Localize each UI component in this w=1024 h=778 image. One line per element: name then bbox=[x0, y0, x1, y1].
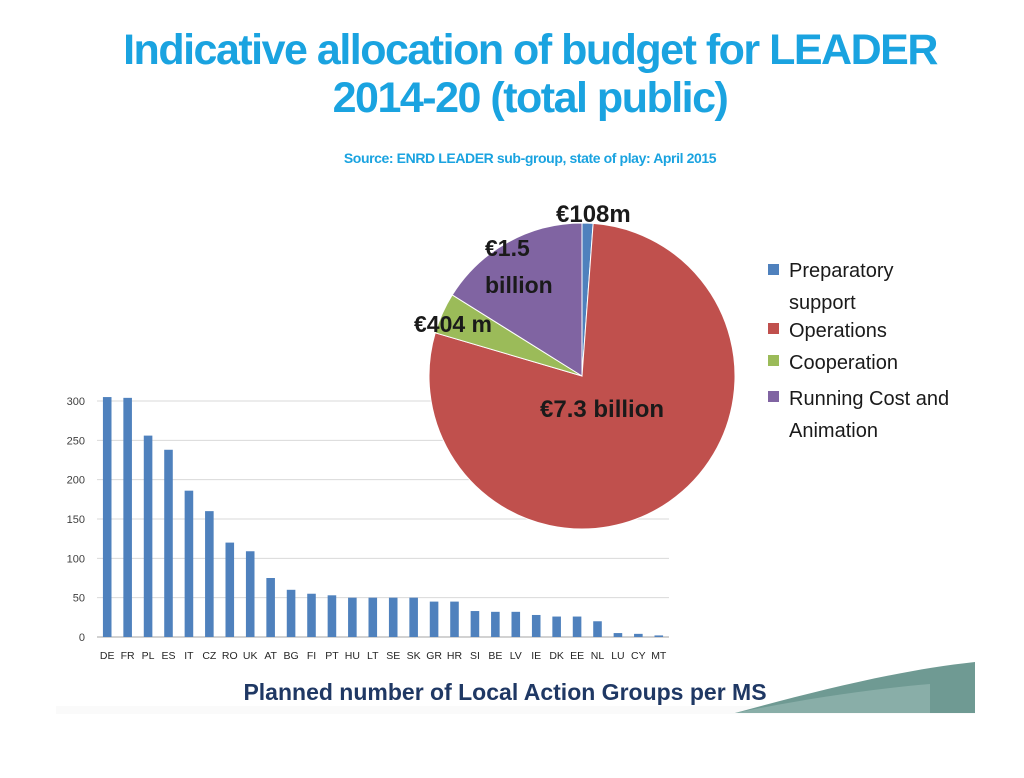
bar-x-tick-label: FR bbox=[121, 650, 135, 662]
legend-swatch-running bbox=[768, 391, 779, 402]
bar-uk bbox=[245, 551, 255, 637]
bar-gr bbox=[429, 601, 439, 637]
legend-label-running-2: Animation bbox=[789, 420, 878, 442]
bar-x-tick-label: DE bbox=[100, 650, 115, 662]
legend-label-operations: Operations bbox=[789, 320, 887, 342]
bar-x-tick-label: SE bbox=[386, 650, 400, 662]
slice-label-running-2: billion bbox=[485, 272, 553, 298]
bar-si bbox=[470, 611, 480, 637]
bar-x-tick-label: CZ bbox=[202, 650, 217, 662]
slice-label-running-1: €1.5 bbox=[485, 235, 530, 261]
pie-labels: €108m €1.5 billion €404 m €7.3 billion bbox=[414, 201, 664, 423]
bar-x-tick-label: LV bbox=[510, 650, 522, 662]
title-line-2: 2014-20 (total public) bbox=[332, 74, 729, 122]
bar-y-axis: 0 50 100 150 200 250 300 bbox=[67, 396, 85, 644]
bar-cy bbox=[634, 633, 643, 637]
bar-es bbox=[164, 449, 173, 637]
slice-label-preparatory: €108m bbox=[556, 201, 631, 228]
bar-x-tick-label: CY bbox=[631, 650, 646, 662]
bar-lv bbox=[511, 611, 521, 637]
bar-fr bbox=[123, 397, 132, 637]
bar-ie bbox=[531, 614, 541, 637]
bar-ro bbox=[225, 542, 235, 637]
bar-x-tick-label: DK bbox=[549, 650, 564, 662]
bar-y-tick-label: 300 bbox=[67, 396, 85, 408]
bar-x-tick-label: IT bbox=[184, 650, 194, 662]
slide-title: Indicative allocation of budget for LEAD… bbox=[60, 26, 1000, 122]
bar-nl bbox=[593, 621, 602, 637]
bar-x-tick-label: LT bbox=[367, 650, 379, 662]
bar-x-tick-label: BE bbox=[488, 650, 502, 662]
bar-se bbox=[388, 597, 398, 637]
bar-x-tick-label: UK bbox=[243, 650, 258, 662]
bar-x-tick-label: SI bbox=[470, 650, 480, 662]
bar-x-tick-label: BG bbox=[283, 650, 298, 662]
bar-x-tick-label: ES bbox=[161, 650, 175, 662]
slice-label-operations: €7.3 billion bbox=[540, 396, 664, 423]
bar-x-tick-label: MT bbox=[651, 650, 667, 662]
bar-dk bbox=[552, 616, 561, 637]
legend-label-cooperation: Cooperation bbox=[789, 352, 898, 374]
bar-lu bbox=[613, 633, 623, 637]
title-line-1: Indicative allocation of budget for LEAD… bbox=[123, 26, 938, 74]
bar-chart-title: Planned number of Local Action Groups pe… bbox=[243, 679, 766, 705]
bar-lt bbox=[368, 597, 378, 637]
bar-fi bbox=[307, 593, 316, 637]
bar-x-tick-label: HR bbox=[447, 650, 463, 662]
bar-y-tick-label: 0 bbox=[79, 632, 85, 644]
bar-hr bbox=[450, 601, 459, 637]
bar-x-tick-label: NL bbox=[591, 650, 605, 662]
pie-slice-running bbox=[451, 222, 583, 377]
pie-legend: Preparatory support Operations Cooperati… bbox=[768, 260, 949, 442]
bar-x-tick-label: GR bbox=[426, 650, 442, 662]
legend-swatch-preparatory bbox=[768, 264, 779, 275]
bar-mt bbox=[654, 635, 664, 637]
bar-x-tick-label: SK bbox=[407, 650, 421, 662]
bar-x-tick-label: HU bbox=[345, 650, 360, 662]
bar-pt bbox=[327, 595, 337, 637]
slice-label-cooperation: €404 m bbox=[414, 311, 492, 337]
legend-swatch-operations bbox=[768, 323, 779, 334]
bar-series bbox=[102, 397, 664, 637]
bar-it bbox=[184, 490, 194, 637]
bar-pl bbox=[143, 435, 153, 637]
pie-slices bbox=[428, 222, 736, 530]
bar-bg bbox=[286, 589, 296, 637]
legend-label-preparatory-2: support bbox=[789, 292, 856, 314]
bar-at bbox=[266, 578, 275, 637]
bar-x-tick-label: RO bbox=[222, 650, 238, 662]
legend-label-preparatory-1: Preparatory bbox=[789, 260, 894, 282]
source-note: Source: ENRD LEADER sub-group, state of … bbox=[343, 150, 717, 166]
bar-y-tick-label: 150 bbox=[67, 514, 85, 526]
legend-label-running-1: Running Cost and bbox=[789, 388, 949, 410]
bar-x-tick-label: FI bbox=[307, 650, 316, 662]
bar-cz bbox=[205, 511, 214, 637]
bar-be bbox=[491, 611, 500, 637]
bar-x-axis: DE FR PL ES IT CZ RO UK AT BG FI PT HU LT SE SK GR HR SI BE… bbox=[100, 650, 667, 662]
bar-x-tick-label: PT bbox=[325, 650, 339, 662]
legend-swatch-cooperation bbox=[768, 355, 779, 366]
bar-y-tick-label: 50 bbox=[73, 593, 85, 605]
bar-x-tick-label: EE bbox=[570, 650, 584, 662]
bar-y-tick-label: 200 bbox=[67, 475, 85, 487]
bar-x-tick-label: LU bbox=[611, 650, 624, 662]
bar-hu bbox=[348, 597, 357, 637]
bar-x-tick-label: PL bbox=[142, 650, 155, 662]
bar-sk bbox=[409, 597, 418, 637]
bar-de bbox=[102, 397, 112, 637]
bar-y-tick-label: 100 bbox=[67, 553, 85, 565]
bar-x-tick-label: AT bbox=[264, 650, 277, 662]
bar-y-tick-label: 250 bbox=[67, 435, 85, 447]
bar-ee bbox=[572, 616, 582, 637]
bar-x-tick-label: IE bbox=[531, 650, 541, 662]
